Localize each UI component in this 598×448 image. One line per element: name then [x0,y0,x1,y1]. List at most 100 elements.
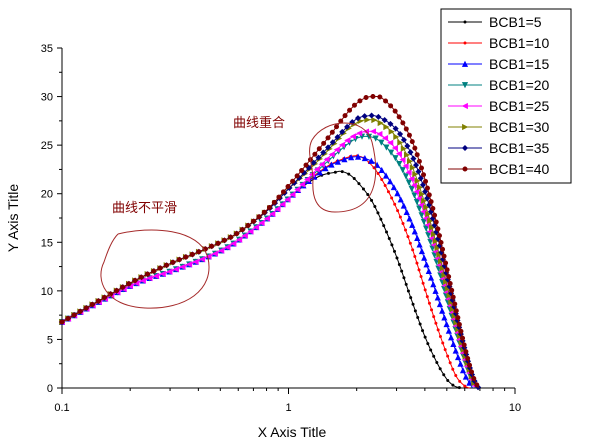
series-point [441,314,448,321]
series-point [416,315,420,319]
series-point [404,228,408,232]
legend-entry: BCB1=25 [448,98,550,114]
legend-label: BCB1=30 [489,119,550,135]
series-point [299,181,306,188]
series-point [388,103,394,109]
series-point [380,177,384,181]
series-point [274,206,281,213]
series-point [412,171,419,178]
series-point [151,268,157,274]
series-point [329,139,336,146]
series-point [114,288,120,294]
x-tick-label: 1 [285,402,291,414]
series-point [474,382,480,388]
series-point [397,131,404,138]
series-point [132,277,138,283]
series-point [423,178,429,184]
series-point [421,254,428,261]
series-point [456,321,462,327]
series-point [303,162,309,168]
series-point [408,241,412,245]
series-point [376,211,380,215]
series-point [396,114,402,120]
series-point [378,139,385,146]
series-point [400,145,407,152]
series-point [463,349,469,355]
series-point [418,212,425,219]
series-point [269,210,276,217]
series-point [285,183,291,189]
series-point [432,212,438,218]
series-point [347,172,351,176]
series-point [432,287,439,294]
series-point [430,231,438,238]
series-point [126,281,132,287]
legend-marker [461,60,469,67]
series-point [460,335,466,341]
series-point [443,260,449,266]
series-point [419,275,423,279]
series-point [413,309,417,313]
series-point [289,191,296,198]
series-point [436,328,440,332]
series-point [334,134,341,141]
series-point [411,248,415,252]
series-point [139,277,146,284]
series-point [334,124,340,130]
series-point [443,348,447,352]
series-point [397,196,404,203]
series-point [236,236,243,243]
series-point [411,192,418,199]
annotation-ellipse-overlap [309,122,377,213]
series-point [446,274,452,280]
series-point [205,253,212,260]
series-point [334,158,341,165]
series-point [310,159,317,166]
series-point [247,228,254,235]
series-point [405,179,412,186]
series-point [413,162,420,169]
series-point [434,294,441,301]
series-line [61,95,479,389]
series-point [421,329,425,333]
series-point [399,167,406,174]
series-point [325,144,332,151]
series-point [458,379,462,383]
series-point [388,149,395,156]
series-point [218,247,225,254]
series-point [406,289,410,293]
series-point [457,386,461,390]
series-point [413,254,417,258]
series-point [432,354,436,358]
series-point [170,259,176,265]
series-point [448,361,452,365]
series-point [71,312,77,318]
series-point [83,305,89,311]
series-point [467,362,473,368]
legend: BCB1=5 BCB1=10 BCB1=15 BCB1=20 BCB1=25 BCB1=3… [440,8,572,184]
series-point [179,263,186,270]
y-tick-label: 10 [41,286,53,298]
series-point [352,176,356,180]
series-point [430,205,436,211]
series-point [445,327,452,334]
series-point [450,340,457,347]
y-tick-label: 25 [41,140,53,152]
series-point [166,268,173,275]
series-point [401,222,405,226]
legend-entry: BCB1=5 [448,14,542,30]
series-point [469,369,475,375]
legend-label: BCB1=5 [489,14,542,30]
series-point [387,120,394,127]
series-point [438,367,442,371]
series-point [418,247,425,255]
series-point [373,205,377,209]
series-line [61,156,474,389]
series-point [276,194,282,200]
series-point [403,126,409,132]
series-point [414,152,420,158]
series-point [400,136,407,143]
series-point [397,263,401,267]
series-point [316,146,322,152]
series-point [403,208,410,216]
